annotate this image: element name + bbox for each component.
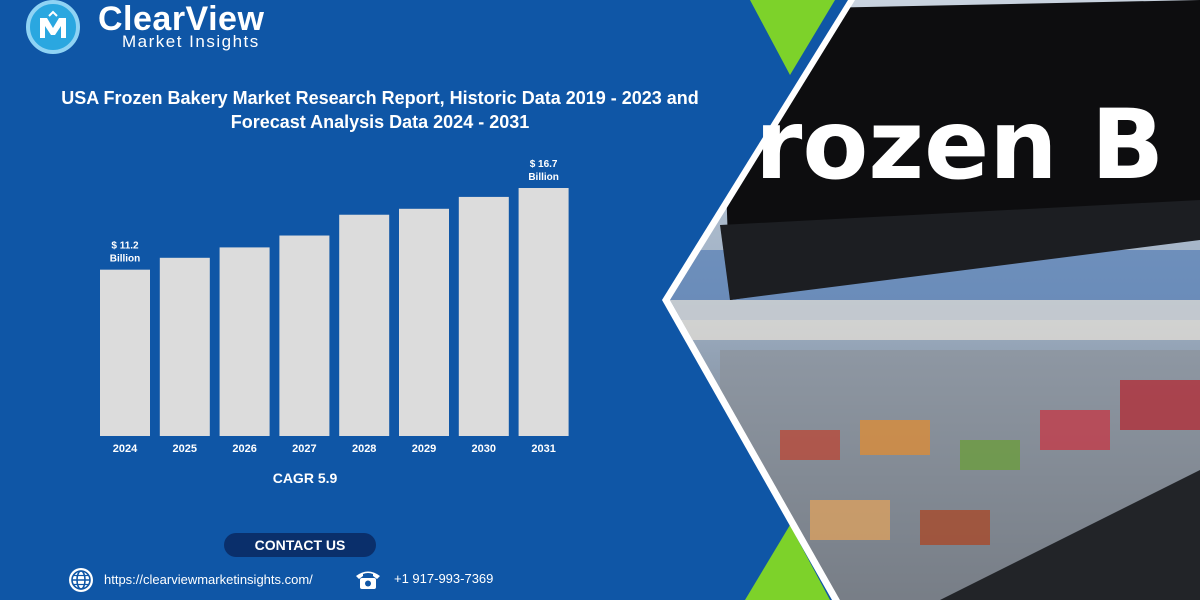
report-title: USA Frozen Bakery Market Research Report… [20, 86, 740, 134]
bar-2029 [399, 208, 449, 436]
bar-2026 [219, 247, 270, 436]
cagr-label: CAGR 5.9 [272, 470, 338, 486]
brand-logo[interactable]: ClearView Market Insights [22, 0, 282, 56]
bar-2024 [100, 269, 150, 436]
contact-us-button[interactable]: CONTACT US [224, 533, 376, 557]
contact-row: https://clearviewmarketinsights.com/ +1 … [68, 566, 548, 594]
green-accent-bottom [745, 525, 830, 600]
x-tick-label: 2026 [232, 443, 256, 455]
website-link[interactable]: https://clearviewmarketinsights.com/ [104, 572, 313, 587]
bar-2025 [159, 257, 210, 436]
report-title-line-1: USA Frozen Bakery Market Research Report… [61, 88, 699, 108]
x-tick-label: 2024 [113, 443, 138, 455]
logo-icon [26, 0, 80, 54]
phone-number[interactable]: +1 917-993-7369 [394, 571, 494, 586]
bar-2028 [339, 214, 390, 436]
left-panel: ClearView Market Insights USA Frozen Bak… [20, 0, 740, 594]
green-accent-top [750, 0, 835, 75]
x-tick-label: 2029 [412, 443, 436, 455]
x-tick-label: 2025 [173, 443, 197, 455]
phone-icon [356, 571, 380, 589]
data-label-2024: $ 11.2 Billion [110, 241, 141, 265]
globe-icon [69, 568, 93, 592]
bar-2030 [458, 196, 509, 436]
x-tick-label: 2028 [352, 443, 376, 455]
x-tick-label: 2030 [472, 443, 496, 455]
bar-chart: 2024 $ 11.2 Billion 2025 2026 2027 2028 2029 203… [100, 159, 569, 455]
x-tick-label: 2031 [531, 443, 555, 455]
x-tick-label: 2027 [292, 443, 316, 455]
brand-tagline: Market Insights [122, 32, 260, 51]
bar-2031 [518, 188, 569, 436]
photo-sign-text: rozen B [755, 89, 1164, 201]
data-label-2031: $ 16.7 Billion [528, 159, 559, 183]
frozen-bakery-photo: rozen B [662, 0, 1200, 600]
bar-2027 [279, 235, 330, 436]
brand-name: ClearView [98, 0, 265, 38]
report-title-line-2: Forecast Analysis Data 2024 - 2031 [230, 112, 530, 132]
